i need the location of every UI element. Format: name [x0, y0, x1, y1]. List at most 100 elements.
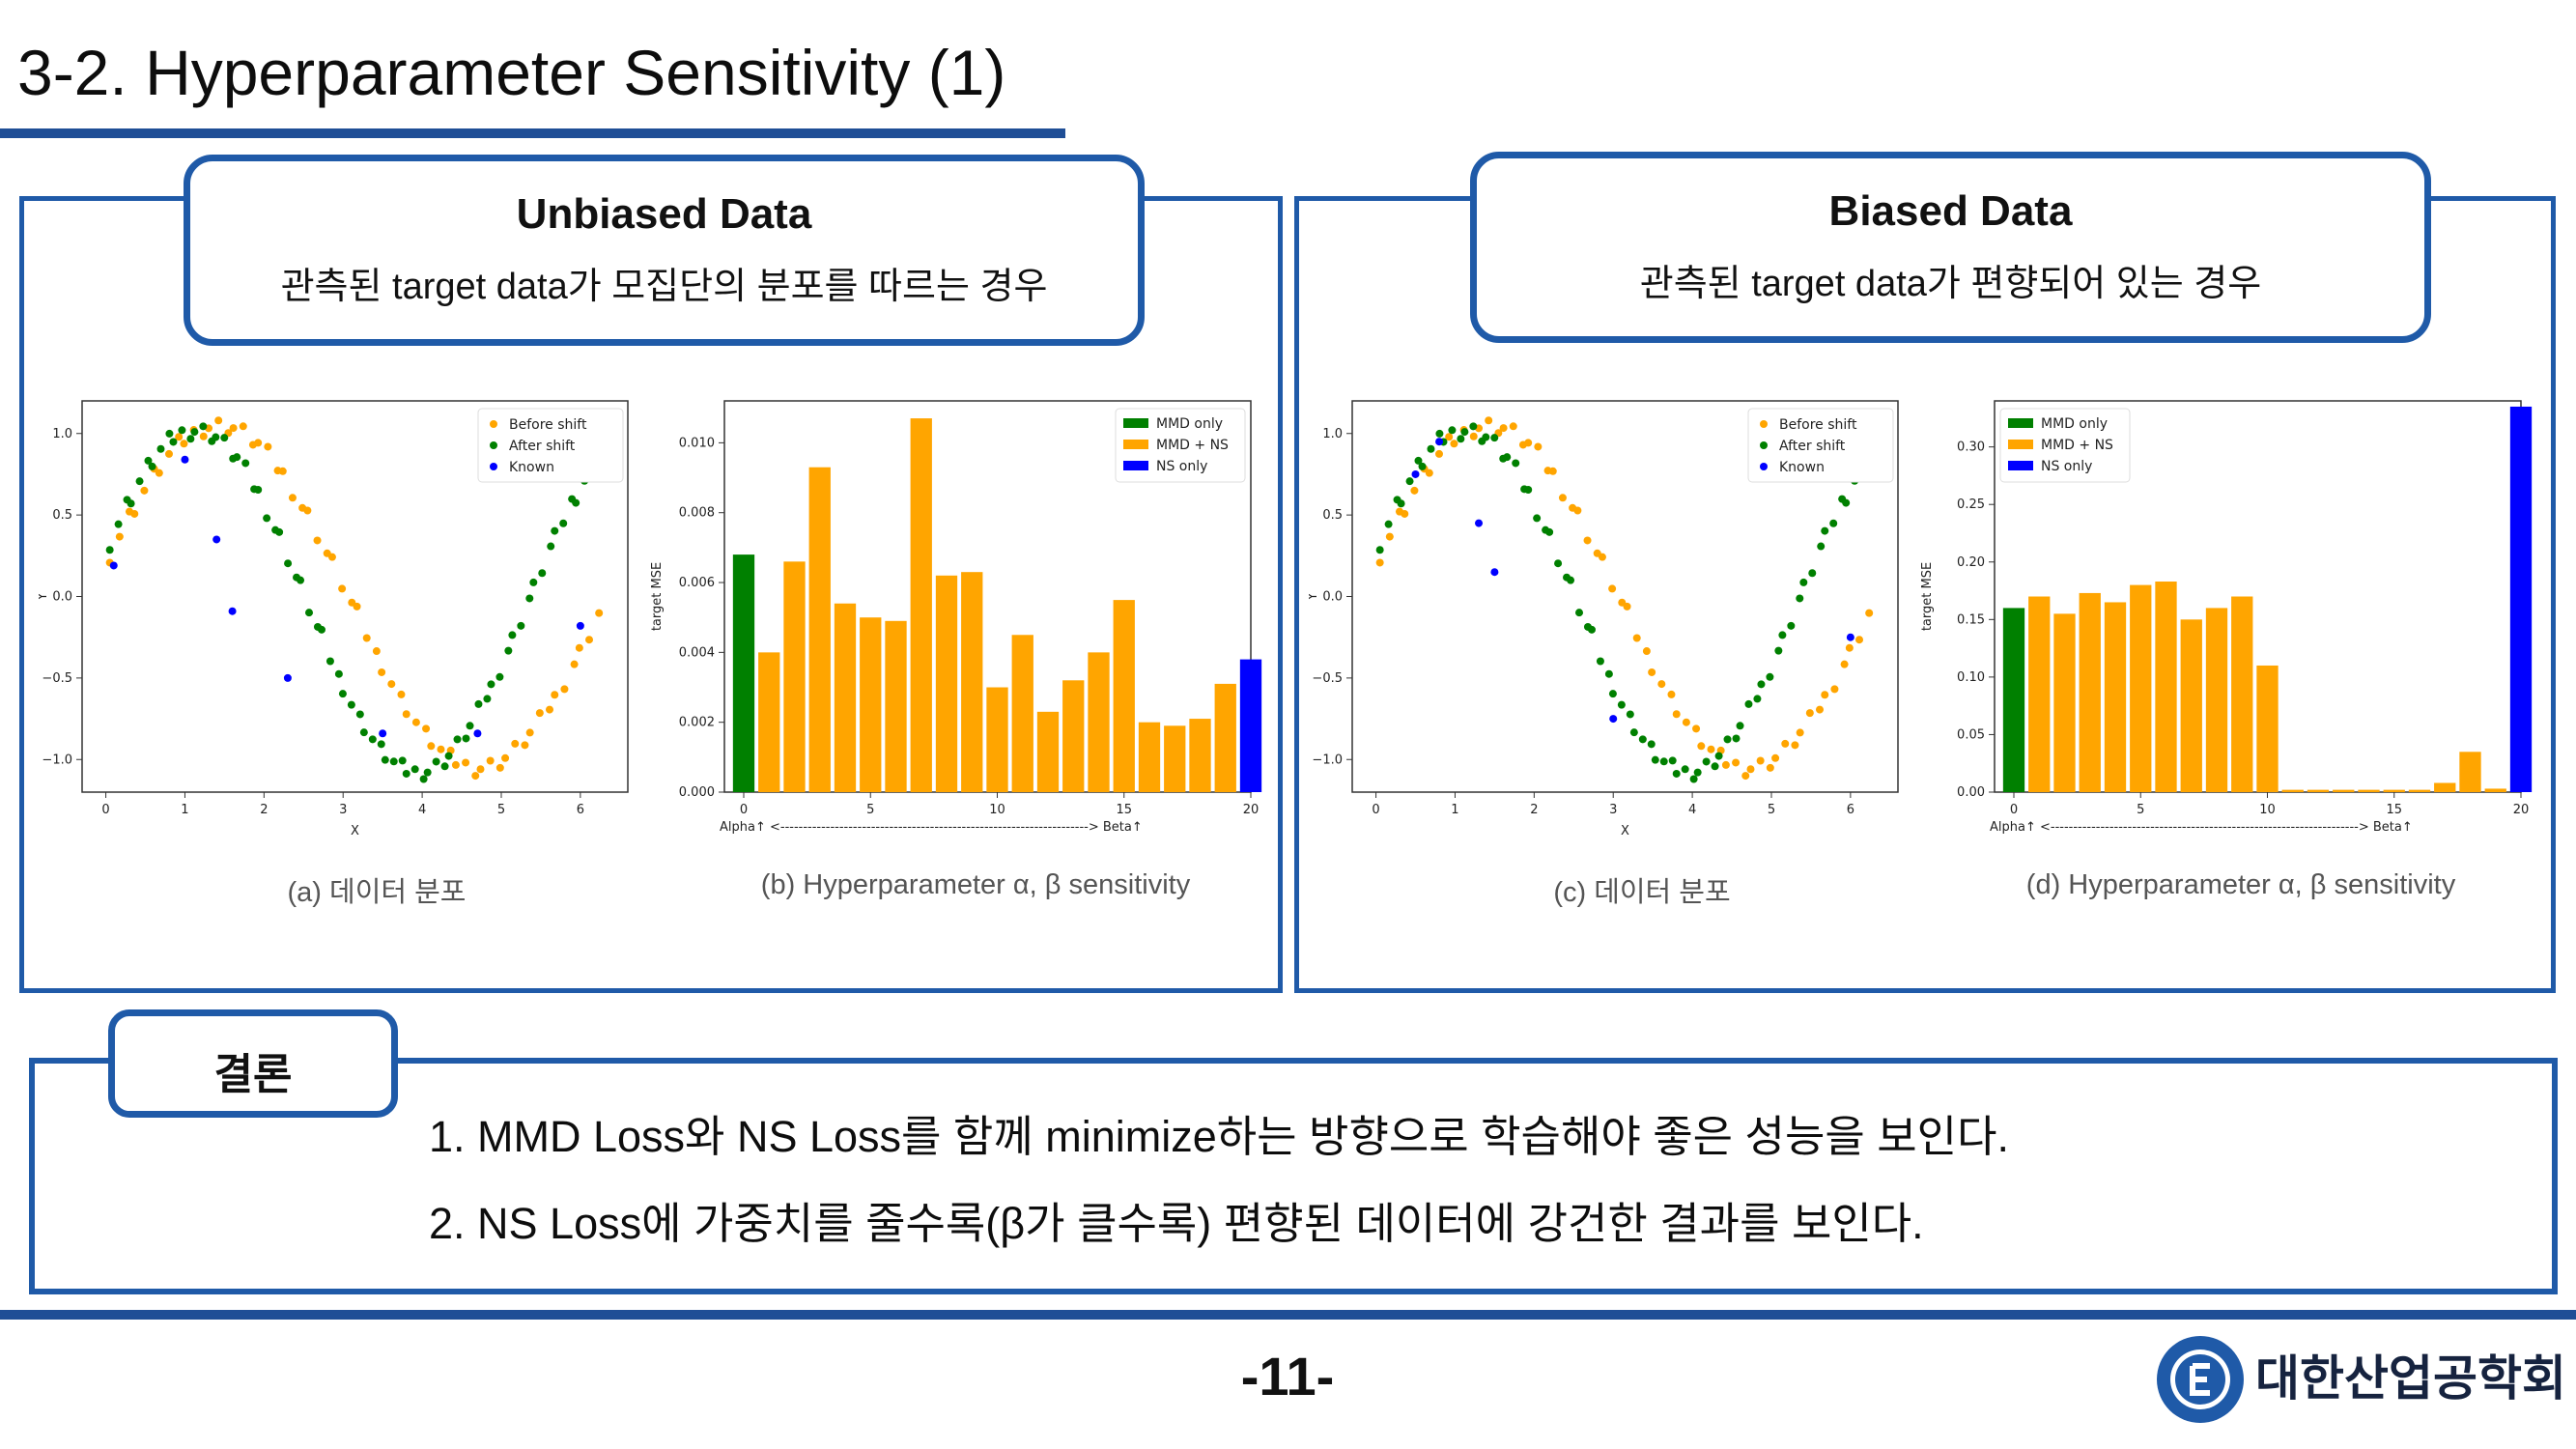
scatter-point-2 [1604, 669, 1613, 678]
scatter-point-1 [1766, 763, 1774, 772]
conclusion-tab: 결론 [108, 1009, 398, 1118]
y-tick-label: 1.0 [1322, 427, 1343, 441]
scatter-point-2 [398, 756, 407, 765]
scatter-point-1 [1435, 449, 1444, 458]
x-tick-label: 4 [1688, 803, 1696, 817]
scatter-point-2 [377, 740, 385, 749]
scatter-point-1 [402, 710, 410, 719]
scatter-point-2 [317, 625, 326, 634]
bar [986, 687, 1008, 792]
chart-a-scatter: 0 1 2 3 4 5 6 −1.0 −0.5 0.0 0.5 1.0 X Y Before shift Af… [39, 400, 629, 838]
y-tick-label: 0.006 [679, 576, 715, 590]
scatter-point-2 [1626, 710, 1634, 719]
scatter-point-1 [1485, 416, 1493, 425]
scatter-point-1 [551, 691, 559, 699]
scatter-point-2 [178, 426, 186, 435]
legend-marker [1123, 461, 1148, 470]
scatter-point-2 [419, 775, 428, 783]
scatter-point-2 [440, 762, 449, 771]
scatter-point-2 [1435, 429, 1444, 438]
scatter-point-3 [283, 673, 292, 682]
legend-marker [490, 420, 497, 428]
caption-d: (d) Hyperparameter α, β sensitivity [2025, 869, 2456, 900]
legend-box [477, 408, 624, 483]
scatter-point-1 [1682, 718, 1690, 726]
legend-box [1747, 408, 1894, 483]
scatter-point-2 [423, 768, 432, 777]
conclusion-tab-label: 결론 [213, 1051, 293, 1098]
scatter-point-1 [1756, 756, 1765, 765]
scatter-point-1 [1657, 680, 1666, 689]
scatter-point-2 [1714, 752, 1723, 760]
x-tick-label: 3 [1609, 803, 1617, 817]
scatter-point-2 [148, 462, 156, 470]
scatter-point-2 [525, 594, 534, 603]
bar [885, 620, 907, 792]
scatter-point-2 [233, 453, 241, 462]
legend-label: MMD only [2041, 416, 2108, 432]
y-tick-label: 0.30 [1957, 440, 1985, 455]
scatter-point-2 [156, 444, 165, 453]
y-tick-label: 0.5 [52, 508, 72, 523]
bar [783, 561, 806, 792]
scatter-point-2 [297, 576, 305, 584]
x-tick-label: 5 [2137, 803, 2144, 817]
scatter-point-1 [595, 609, 604, 617]
scatter-point-2 [1778, 631, 1787, 639]
bar [1189, 719, 1211, 792]
biased-heading: Biased Data [1828, 187, 2073, 235]
legend-label: MMD + NS [1156, 438, 1229, 453]
scatter-point-1 [1573, 506, 1582, 515]
y-axis-label: Y [39, 592, 50, 601]
scatter-point-2 [1672, 769, 1681, 778]
y-tick-label: 0.002 [679, 716, 715, 730]
y-tick-label: 0.004 [679, 645, 715, 660]
scatter-point-2 [1375, 546, 1384, 554]
footer-rule [0, 1310, 2576, 1320]
scatter-point-2 [444, 752, 453, 760]
bar [2053, 613, 2076, 792]
scatter-point-1 [362, 634, 371, 642]
scatter-point-2 [1427, 444, 1435, 453]
scatter-point-1 [422, 724, 431, 733]
scatter-point-1 [1732, 758, 1741, 767]
scatter-point-2 [368, 735, 377, 744]
scatter-point-2 [1736, 722, 1744, 730]
scatter-point-1 [1805, 709, 1814, 718]
scatter-point-1 [570, 660, 579, 668]
biased-callout: Biased Data 관측된 target data가 편향되어 있는 경우 [1470, 152, 2431, 343]
scatter-point-2 [1608, 690, 1617, 698]
x-tick-label: 6 [577, 803, 584, 817]
bar [1088, 652, 1110, 792]
scatter-point-2 [1689, 775, 1698, 783]
x-tick-label: 0 [2010, 803, 2018, 817]
org-name: 대한산업공학회 [2255, 1351, 2566, 1406]
legend-marker [2008, 440, 2033, 449]
scatter-point-1 [1865, 609, 1874, 617]
scatter-point-1 [353, 602, 361, 611]
unbiased-subtitle: 관측된 target data가 모집단의 분포를 따르는 경우 [280, 267, 1048, 307]
scatter-point-3 [576, 621, 584, 630]
scatter-point-2 [495, 672, 504, 681]
scatter-point-2 [263, 514, 271, 523]
scatter-point-2 [1418, 462, 1427, 470]
scatter-point-3 [1490, 568, 1499, 577]
scatter-point-2 [326, 657, 334, 666]
x-axis-label: Alpha↑ <--------------------------------… [1990, 820, 2413, 835]
scatter-point-1 [546, 705, 554, 714]
x-tick-label: 4 [418, 803, 426, 817]
scatter-point-1 [1450, 440, 1458, 448]
scatter-point-1 [180, 440, 188, 448]
scatter-point-2 [284, 559, 293, 568]
scatter-point-2 [1405, 477, 1414, 486]
scatter-point-1 [288, 494, 297, 502]
scatter-point-2 [186, 435, 195, 443]
scatter-point-1 [254, 439, 263, 447]
x-tick-label: 15 [1116, 803, 1132, 817]
scatter-point-1 [511, 739, 520, 748]
x-axis-label: Alpha↑ <--------------------------------… [720, 820, 1143, 835]
scatter-point-1 [1425, 469, 1433, 477]
chart-d-bar: 0 5 10 15 20 0.00 0.05 0.10 0.15 0.20 0.25 0.30 Alph… [1920, 400, 2533, 835]
scatter-point-1 [585, 636, 594, 644]
scatter-point-3 [1846, 633, 1854, 641]
